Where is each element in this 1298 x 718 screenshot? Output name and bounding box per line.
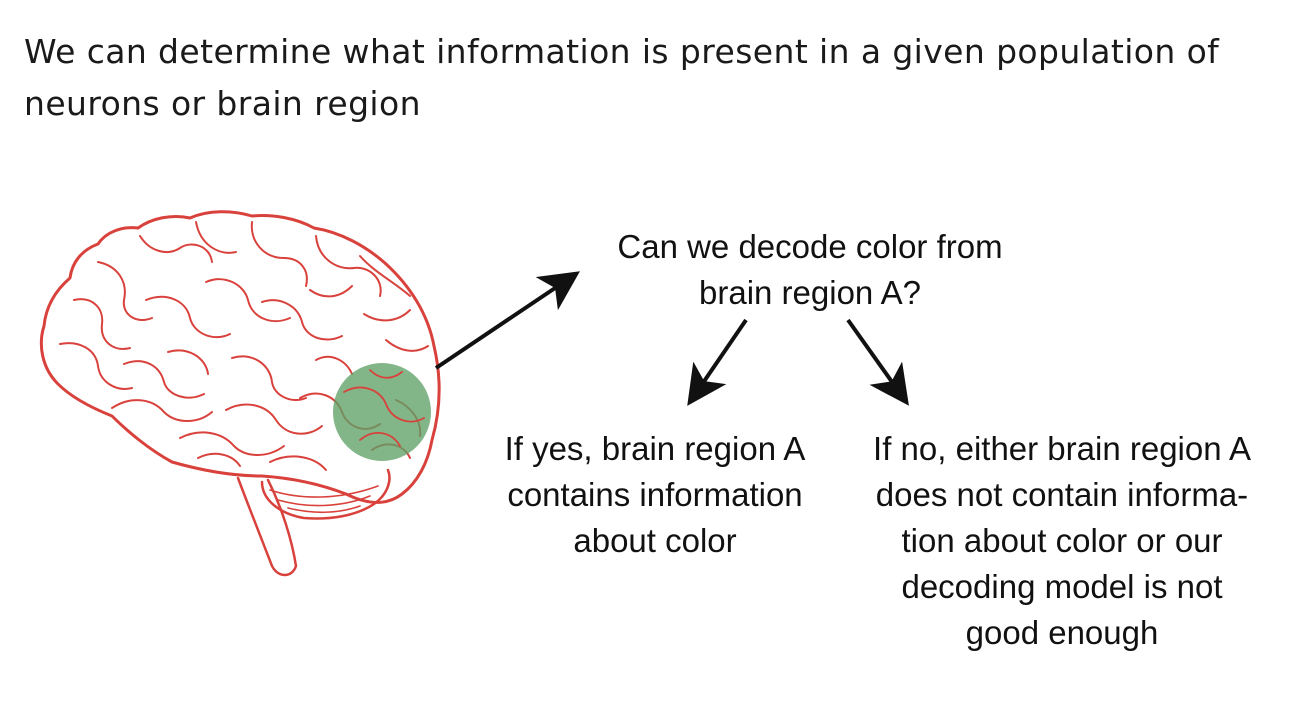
outcome-yes-line: about color [573,522,737,559]
arrow-to-yes [687,318,748,406]
slide-heading: We can determine what information is pre… [24,26,1274,130]
arrow-to-question [434,271,580,370]
outcome-yes-line: If yes, brain region A [504,430,806,467]
region-fold-lines [343,369,425,447]
outcome-no-box: If no, either brain region A does not co… [842,426,1282,656]
arrow-to-no [846,318,909,406]
outcome-no-line: If no, either brain region A [873,430,1251,467]
outcome-no-line: does not contain informa- [875,476,1249,513]
outcome-yes-line: contains information [507,476,803,513]
outcome-yes-box: If yes, brain region A contains informat… [470,426,840,564]
question-line: Can we decode color from [617,228,1003,265]
heading-line-1: We can determine what information is pre… [24,32,1220,71]
outcome-no-line: good enough [965,614,1159,651]
question-line: brain region A? [699,274,921,311]
brain-outline-icon [39,210,441,577]
outcome-no-line: decoding model is not [901,568,1223,605]
outcome-no-line: tion about color or our [901,522,1223,559]
heading-line-2: neurons or brain region [24,84,421,123]
question-box: Can we decode color from brain region A? [560,224,1060,316]
